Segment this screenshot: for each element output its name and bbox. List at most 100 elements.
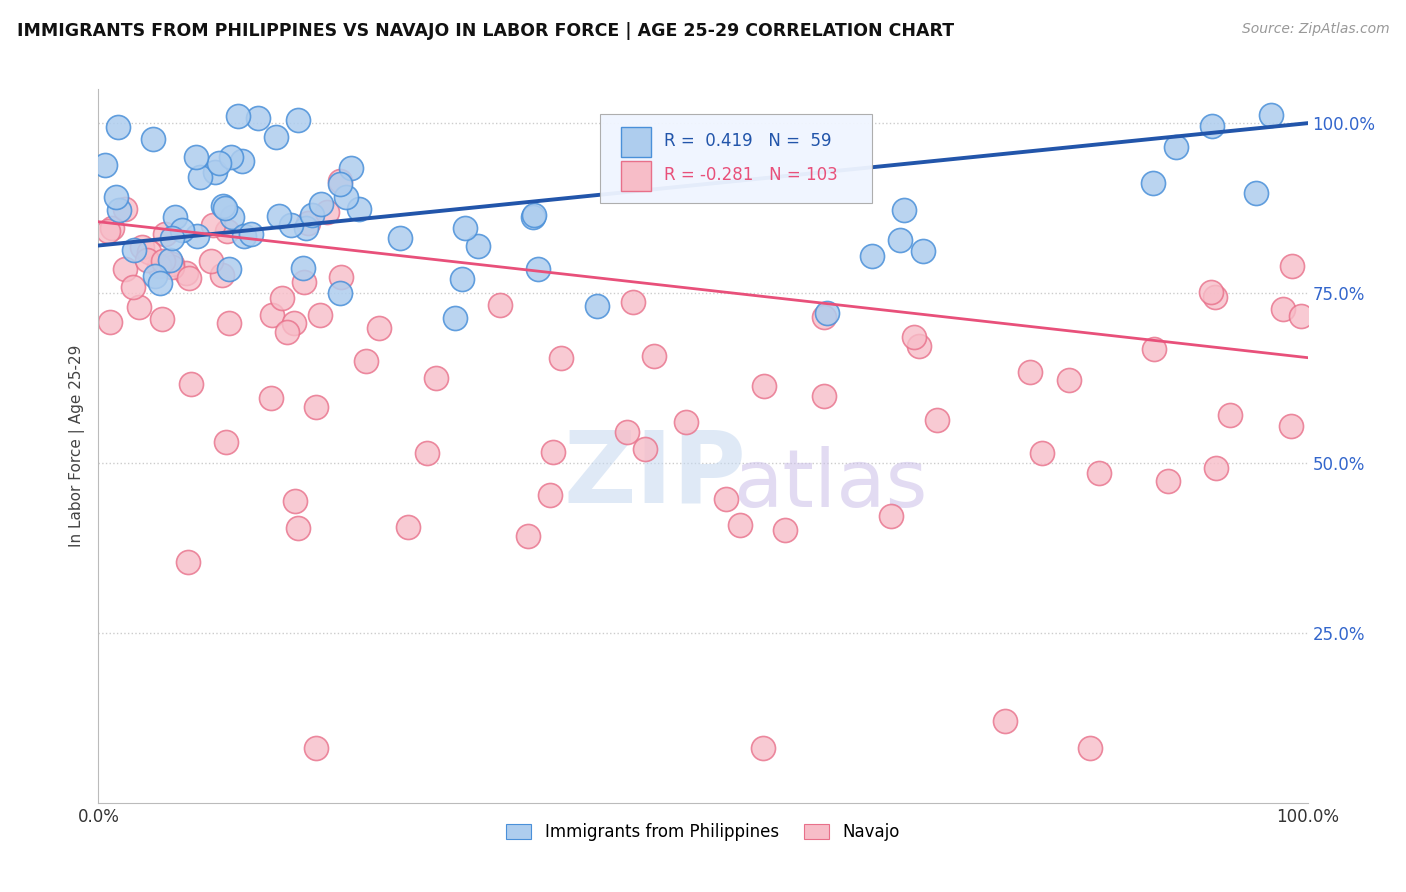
- Point: [247, 111, 270, 125]
- Point: [138, 245, 160, 260]
- Point: [1289, 309, 1312, 323]
- Y-axis label: In Labor Force | Age 25-29: In Labor Force | Age 25-29: [69, 345, 84, 547]
- Point: [301, 208, 323, 222]
- Point: [135, 253, 157, 268]
- Text: Source: ZipAtlas.com: Source: ZipAtlas.com: [1241, 22, 1389, 37]
- Point: [1219, 409, 1241, 423]
- Point: [201, 218, 224, 232]
- Point: [214, 201, 236, 215]
- Point: [1281, 260, 1303, 274]
- Text: R =  0.419   N =  59: R = 0.419 N = 59: [664, 132, 832, 150]
- Point: [287, 112, 309, 127]
- Point: [269, 209, 291, 223]
- Point: [305, 400, 328, 414]
- Point: [1156, 475, 1178, 489]
- Point: [1031, 446, 1053, 460]
- Point: [416, 446, 439, 460]
- Point: [159, 252, 181, 267]
- Point: [104, 190, 127, 204]
- Point: [340, 161, 363, 175]
- Point: [443, 310, 465, 325]
- Point: [862, 249, 884, 263]
- Point: [329, 178, 352, 192]
- Point: [879, 509, 901, 524]
- Point: [153, 227, 176, 241]
- Point: [813, 389, 835, 403]
- Point: [335, 190, 357, 204]
- Point: [266, 130, 288, 145]
- Point: [283, 316, 305, 330]
- Point: [260, 309, 283, 323]
- Point: [316, 204, 339, 219]
- Point: [287, 521, 309, 535]
- Point: [516, 528, 538, 542]
- Point: [1142, 342, 1164, 356]
- Point: [911, 244, 934, 258]
- Point: [330, 270, 353, 285]
- Point: [714, 491, 737, 506]
- Point: [621, 294, 644, 309]
- Point: [239, 227, 262, 241]
- Point: [150, 311, 173, 326]
- Point: [142, 131, 165, 145]
- Point: [215, 224, 238, 238]
- Point: [675, 416, 697, 430]
- Point: [100, 220, 122, 235]
- Point: [488, 298, 510, 312]
- Point: [396, 520, 419, 534]
- Point: [1059, 373, 1081, 387]
- Text: ZIP: ZIP: [564, 426, 747, 523]
- Point: [271, 291, 294, 305]
- Point: [292, 276, 315, 290]
- Point: [94, 158, 117, 172]
- Point: [773, 523, 796, 537]
- Point: [311, 197, 333, 211]
- Point: [1272, 302, 1295, 317]
- Point: [218, 317, 240, 331]
- Point: [177, 555, 200, 569]
- Point: [643, 349, 665, 363]
- Point: [184, 150, 207, 164]
- Point: [1279, 418, 1302, 433]
- Point: [389, 230, 412, 244]
- Text: atlas: atlas: [734, 446, 928, 524]
- Point: [1142, 176, 1164, 190]
- Point: [329, 174, 352, 188]
- Point: [297, 216, 319, 230]
- Point: [1205, 461, 1227, 475]
- Point: [143, 269, 166, 284]
- Point: [903, 330, 925, 344]
- Point: [200, 253, 222, 268]
- Point: [233, 229, 256, 244]
- Point: [162, 257, 184, 271]
- Point: [893, 203, 915, 218]
- Point: [160, 231, 183, 245]
- Point: [1166, 140, 1188, 154]
- Point: [122, 243, 145, 257]
- Point: [1199, 285, 1222, 299]
- Point: [538, 488, 561, 502]
- Point: [165, 210, 187, 224]
- Point: [305, 741, 328, 756]
- Point: [1246, 186, 1268, 200]
- Point: [97, 224, 120, 238]
- Point: [107, 120, 129, 134]
- Point: [1260, 108, 1282, 122]
- Point: [214, 435, 236, 450]
- Point: [221, 211, 243, 225]
- Point: [813, 310, 835, 324]
- Point: [128, 300, 150, 314]
- FancyBboxPatch shape: [621, 127, 651, 157]
- Text: IMMIGRANTS FROM PHILIPPINES VS NAVAJO IN LABOR FORCE | AGE 25-29 CORRELATION CHA: IMMIGRANTS FROM PHILIPPINES VS NAVAJO IN…: [17, 22, 955, 40]
- Point: [218, 262, 240, 277]
- Legend: Immigrants from Philippines, Navajo: Immigrants from Philippines, Navajo: [499, 817, 907, 848]
- Point: [354, 354, 377, 368]
- Point: [149, 277, 172, 291]
- Point: [309, 308, 332, 322]
- Point: [114, 261, 136, 276]
- Point: [523, 209, 546, 223]
- Point: [925, 413, 948, 427]
- Point: [541, 444, 564, 458]
- Point: [226, 109, 249, 123]
- FancyBboxPatch shape: [621, 161, 651, 191]
